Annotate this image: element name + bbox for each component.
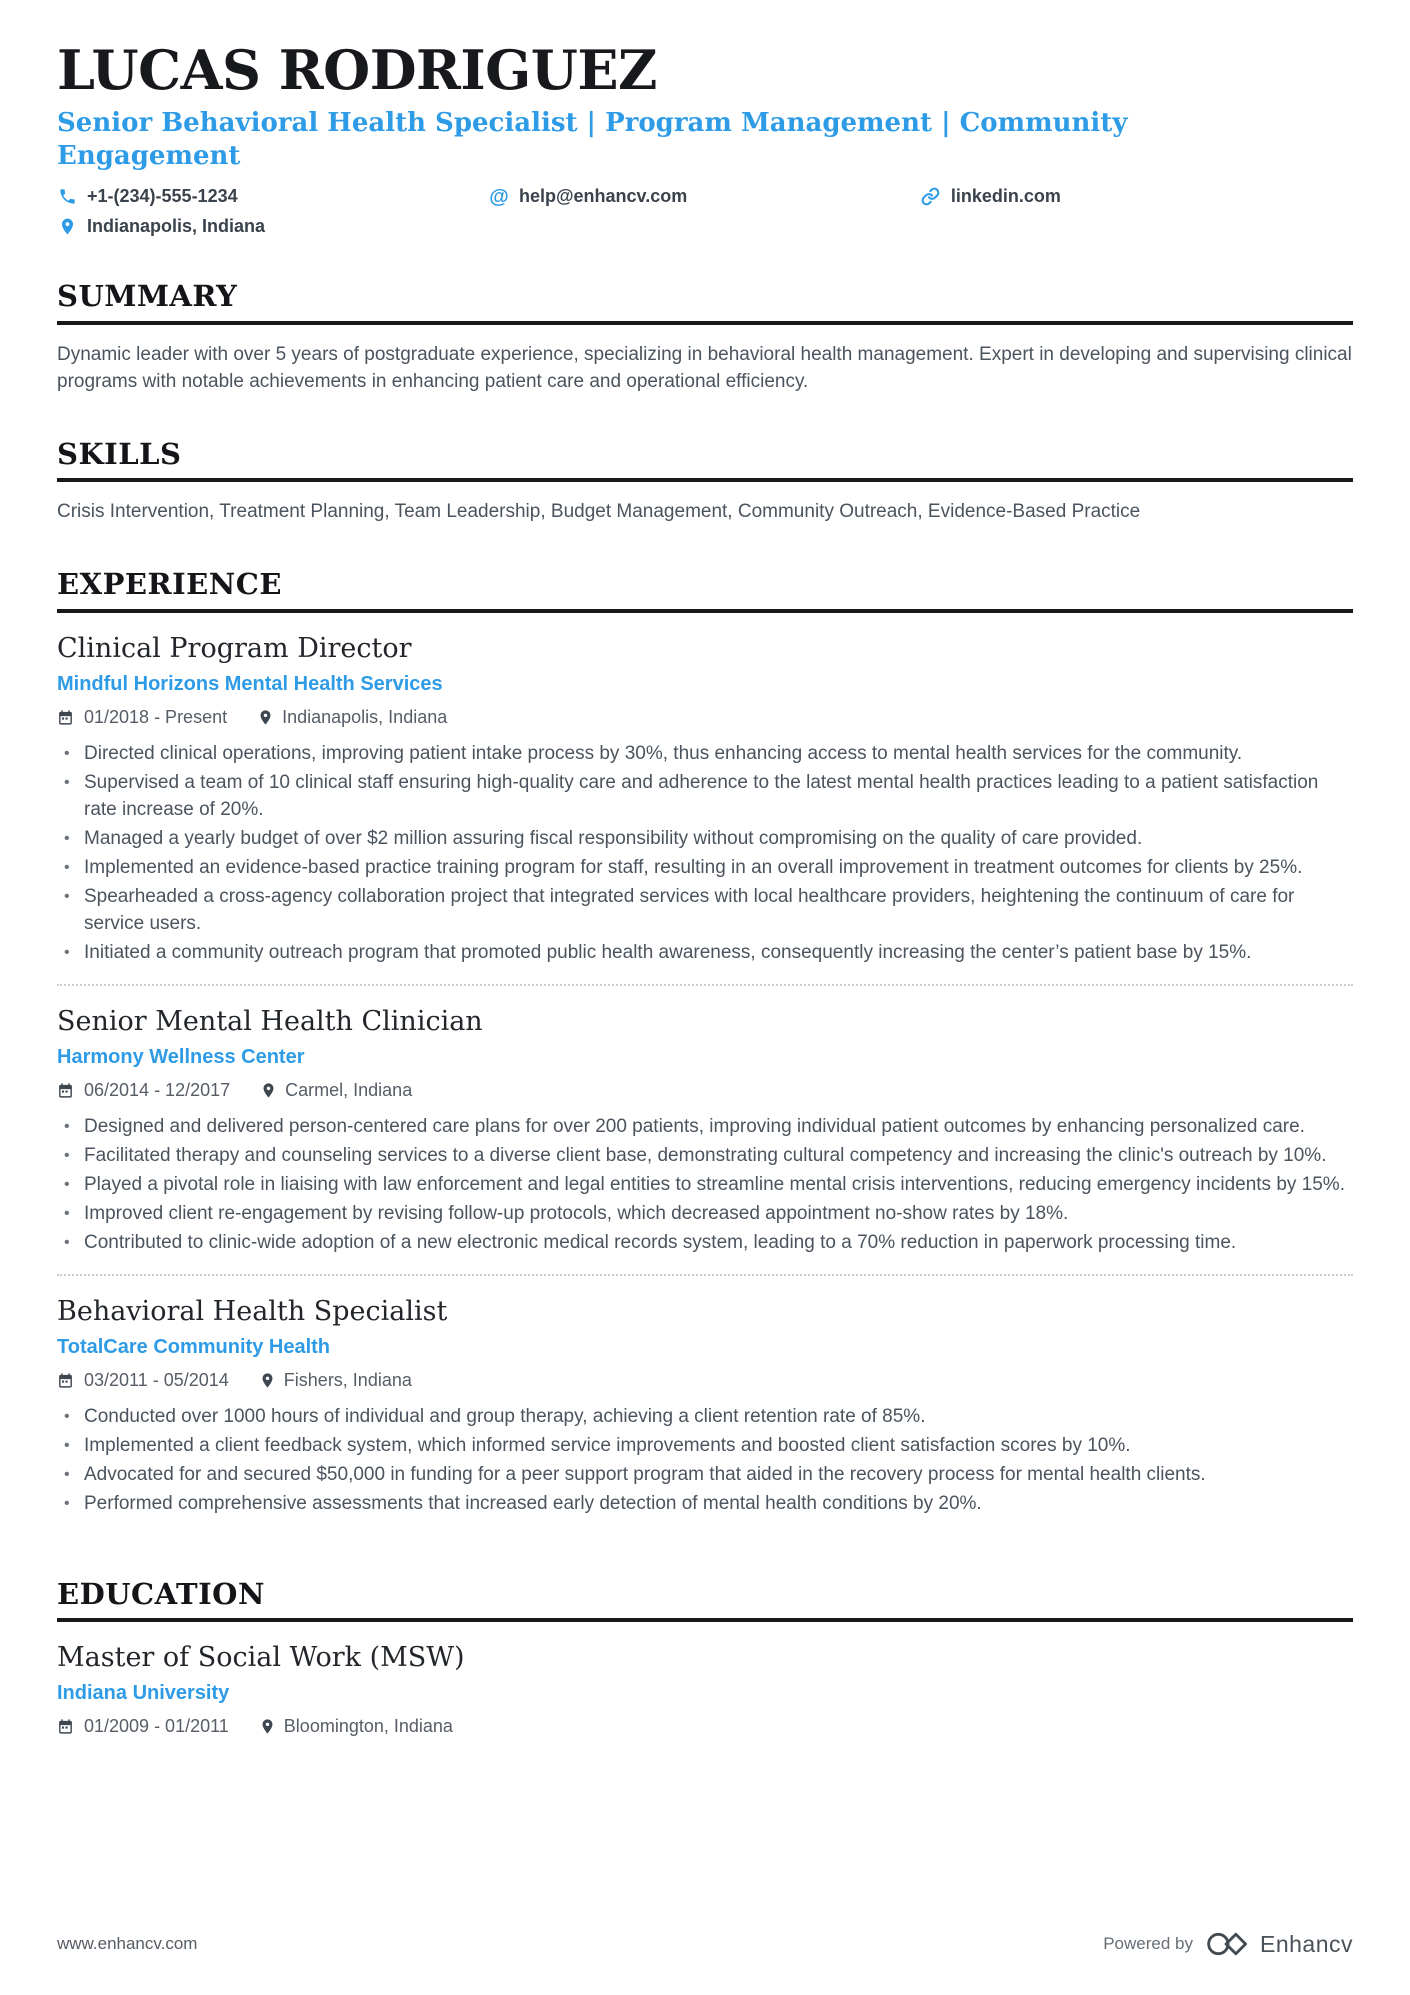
job-meta: 06/2014 - 12/2017 Carmel, Indiana xyxy=(57,1080,1353,1101)
job-bullets: Conducted over 1000 hours of individual … xyxy=(57,1403,1353,1517)
calendar-icon xyxy=(57,1372,74,1389)
job-title: Behavioral Health Specialist xyxy=(57,1295,448,1327)
bullet-item: Improved client re-engagement by revisin… xyxy=(57,1200,1353,1227)
calendar-icon xyxy=(57,1082,74,1099)
enhancv-brand-name: Enhancv xyxy=(1259,1930,1353,1957)
bullet-item: Spearheaded a cross-agency collaboration… xyxy=(57,883,1353,937)
link-icon xyxy=(921,187,941,206)
job-company: Harmony Wellness Center xyxy=(57,1045,305,1068)
bullet-item: Facilitated therapy and counseling servi… xyxy=(57,1142,1353,1169)
calendar-icon xyxy=(57,1718,74,1735)
enhancv-website-link[interactable]: www.enhancv.com xyxy=(57,1934,198,1953)
summary-text: Dynamic leader with over 5 years of post… xyxy=(57,343,1352,392)
education-entry: Master of Social Work (MSW) Indiana Univ… xyxy=(57,1622,1353,1753)
bullet-item: Implemented a client feedback system, wh… xyxy=(57,1432,1353,1459)
bullet-item: Advocated for and secured $50,000 in fun… xyxy=(57,1461,1353,1488)
skills-heading: SKILLS xyxy=(57,438,1353,483)
bullet-item: Implemented an evidence-based practice t… xyxy=(57,854,1353,881)
pin-icon xyxy=(57,217,77,236)
contact-phone[interactable]: +1-(234)-555-1234 xyxy=(57,186,489,207)
education-dates: 01/2009 - 01/2011 xyxy=(84,1716,229,1737)
experience-heading: EXPERIENCE xyxy=(57,569,1353,613)
job-entry: Senior Mental Health Clinician Harmony W… xyxy=(57,986,1353,1276)
job-entry: Behavioral Health Specialist TotalCare C… xyxy=(57,1276,1353,1535)
phone-icon xyxy=(57,187,77,206)
calendar-icon xyxy=(57,709,74,726)
bullet-item: Supervised a team of 10 clinical staff e… xyxy=(57,769,1353,823)
skills-text: Crisis Intervention, Treatment Planning,… xyxy=(57,501,1141,523)
school-name: Indiana University xyxy=(57,1682,230,1705)
job-bullets: Designed and delivered person-centered c… xyxy=(57,1113,1353,1256)
skills-section: SKILLS Crisis Intervention, Treatment Pl… xyxy=(57,438,1353,525)
job-location: Indianapolis, Indiana xyxy=(282,706,448,727)
job-bullets: Directed clinical operations, improving … xyxy=(57,740,1353,966)
at-icon: @ xyxy=(489,185,509,208)
education-heading: EDUCATION xyxy=(57,1578,1353,1623)
pin-icon xyxy=(259,1718,276,1735)
contact-location: Indianapolis, Indiana xyxy=(57,216,489,237)
contact-row: +1-(234)-555-1234 @ help@enhancv.com lin… xyxy=(57,186,1353,237)
pin-icon xyxy=(260,1082,277,1099)
job-dates: 06/2014 - 12/2017 xyxy=(84,1079,231,1100)
bullet-item: Performed comprehensive assessments that… xyxy=(57,1490,1353,1517)
job-title: Clinical Program Director xyxy=(57,632,412,664)
job-title: Senior Mental Health Clinician xyxy=(57,1005,483,1037)
linkedin-url: linkedin.com xyxy=(950,186,1061,207)
degree-title: Master of Social Work (MSW) xyxy=(57,1642,465,1674)
bullet-item: Played a pivotal role in liaising with l… xyxy=(57,1171,1353,1198)
bullet-item: Managed a yearly budget of over $2 milli… xyxy=(57,825,1353,852)
job-entry: Clinical Program Director Mindful Horizo… xyxy=(57,613,1353,986)
email-address: help@enhancv.com xyxy=(518,186,688,207)
job-dates: 01/2018 - Present xyxy=(84,706,228,727)
phone-number: +1-(234)-555-1234 xyxy=(87,186,238,207)
job-company: TotalCare Community Health xyxy=(57,1335,330,1358)
candidate-name: LUCAS RODRIGUEZ xyxy=(57,38,657,102)
bullet-item: Initiated a community outreach program t… xyxy=(57,939,1353,966)
bullet-item: Designed and delivered person-centered c… xyxy=(57,1113,1353,1140)
job-dates: 03/2011 - 05/2014 xyxy=(84,1369,229,1390)
page-footer: www.enhancv.com Powered by Enhancv xyxy=(57,1929,1353,1959)
pin-icon xyxy=(257,709,274,726)
education-location: Bloomington, Indiana xyxy=(283,1716,453,1737)
bullet-item: Directed clinical operations, improving … xyxy=(57,740,1353,767)
education-section: EDUCATION Master of Social Work (MSW) In… xyxy=(57,1578,1353,1753)
bullet-item: Conducted over 1000 hours of individual … xyxy=(57,1403,1353,1430)
pin-icon xyxy=(259,1372,276,1389)
contact-email[interactable]: @ help@enhancv.com xyxy=(489,186,921,207)
bullet-item: Contributed to clinic-wide adoption of a… xyxy=(57,1229,1353,1256)
summary-section: SUMMARY Dynamic leader with over 5 years… xyxy=(57,281,1353,394)
job-company: Mindful Horizons Mental Health Services xyxy=(57,672,443,695)
experience-section: EXPERIENCE Clinical Program Director Min… xyxy=(57,569,1353,1535)
powered-by: Powered by Enhancv xyxy=(1103,1929,1353,1959)
summary-heading: SUMMARY xyxy=(57,281,1353,325)
job-location: Carmel, Indiana xyxy=(285,1079,413,1100)
powered-by-label: Powered by xyxy=(1103,1934,1193,1953)
job-location: Fishers, Indiana xyxy=(283,1369,412,1390)
job-meta: 01/2018 - Present Indianapolis, Indiana xyxy=(57,707,1353,728)
resume-header: LUCAS RODRIGUEZ Senior Behavioral Health… xyxy=(57,42,1353,237)
enhancv-brand-link[interactable]: Enhancv xyxy=(1205,1929,1353,1959)
contact-linkedin[interactable]: linkedin.com xyxy=(921,186,1353,207)
enhancv-logo-icon xyxy=(1205,1929,1251,1959)
job-meta: 03/2011 - 05/2014 Fishers, Indiana xyxy=(57,1370,1353,1391)
education-meta: 01/2009 - 01/2011 Bloomington, Indiana xyxy=(57,1716,1353,1737)
candidate-headline: Senior Behavioral Health Specialist | Pr… xyxy=(57,107,1128,172)
location-text: Indianapolis, Indiana xyxy=(87,216,266,237)
